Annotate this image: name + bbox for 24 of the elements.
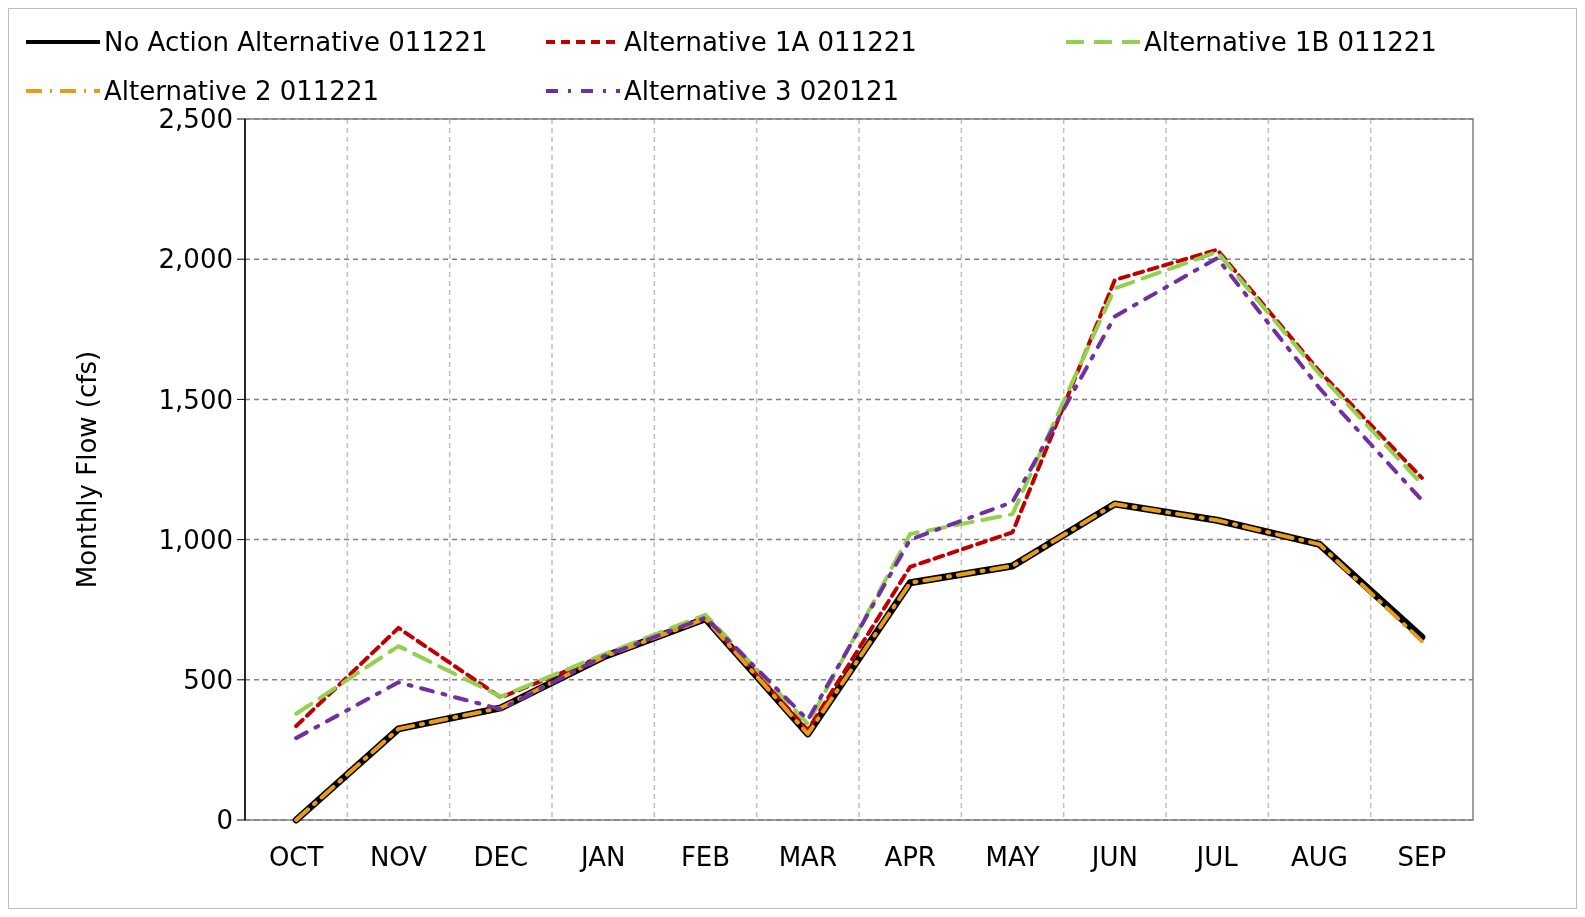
y-tick-label: 1,000	[158, 524, 233, 555]
y-tick-label: 2,000	[158, 244, 233, 275]
x-tick-label: FEB	[680, 842, 731, 872]
x-tick-label: JAN	[578, 842, 626, 872]
legend-label: Alternative 2 011221	[104, 76, 379, 107]
x-tick-label: APR	[884, 842, 936, 872]
x-tick-label: JUL	[1194, 842, 1239, 872]
y-tick-label: 0	[216, 805, 233, 836]
y-tick-label: 2,500	[158, 104, 233, 135]
legend-label: Alternative 3 020121	[624, 76, 899, 107]
y-tick-label: 1,500	[158, 384, 233, 415]
x-tick-label: JUN	[1089, 842, 1138, 872]
x-tick-label: SEP	[1397, 842, 1447, 872]
legend-label: Alternative 1A 011221	[624, 27, 917, 58]
legend-label: Alternative 1B 011221	[1144, 27, 1437, 58]
y-axis-title: Monthly Flow (cfs)	[72, 350, 102, 589]
y-tick-label: 500	[183, 664, 233, 695]
x-tick-label: DEC	[473, 842, 529, 872]
legend-label: No Action Alternative 011221	[104, 27, 488, 58]
x-tick-label: AUG	[1291, 842, 1348, 872]
x-tick-label: MAR	[778, 842, 837, 872]
x-tick-label: NOV	[369, 842, 428, 872]
x-tick-label: MAY	[985, 842, 1040, 872]
x-tick-label: OCT	[268, 842, 324, 872]
